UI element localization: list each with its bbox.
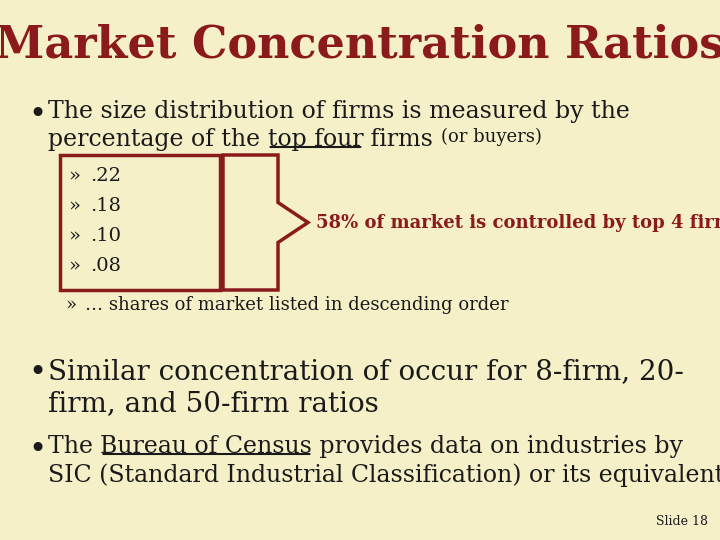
Text: »: » xyxy=(68,257,80,275)
Text: 58% of market is controlled by top 4 firms: 58% of market is controlled by top 4 fir… xyxy=(316,213,720,232)
Text: The size distribution of firms is measured by the: The size distribution of firms is measur… xyxy=(48,100,630,123)
Text: .08: .08 xyxy=(90,257,121,275)
Text: firm, and 50-firm ratios: firm, and 50-firm ratios xyxy=(48,390,379,417)
Text: »: » xyxy=(68,167,80,185)
Text: percentage of the: percentage of the xyxy=(48,128,268,151)
Text: Similar concentration of occur for 8-firm, 20-: Similar concentration of occur for 8-fir… xyxy=(48,358,684,385)
Text: .10: .10 xyxy=(90,227,121,245)
Text: .22: .22 xyxy=(90,167,121,185)
Text: top four: top four xyxy=(268,128,364,151)
Text: •: • xyxy=(28,435,46,466)
Text: Slide 18: Slide 18 xyxy=(656,515,708,528)
Text: •: • xyxy=(28,100,46,131)
Text: »: » xyxy=(68,227,80,245)
Text: »: » xyxy=(68,197,80,215)
Bar xyxy=(60,155,220,290)
Text: The: The xyxy=(48,435,101,458)
Text: .18: .18 xyxy=(90,197,121,215)
Polygon shape xyxy=(223,155,308,290)
Text: Market Concentration Ratios: Market Concentration Ratios xyxy=(0,24,720,66)
Text: •: • xyxy=(28,358,46,389)
Text: Bureau of Census: Bureau of Census xyxy=(101,435,312,458)
Text: (or buyers): (or buyers) xyxy=(441,128,541,146)
Text: firms: firms xyxy=(364,128,441,151)
Text: … shares of market listed in descending order: … shares of market listed in descending … xyxy=(85,296,508,314)
Text: provides data on industries by: provides data on industries by xyxy=(312,435,683,458)
Text: »: » xyxy=(65,296,76,314)
Text: SIC (Standard Industrial Classification) or its equivalent: SIC (Standard Industrial Classification)… xyxy=(48,463,720,487)
